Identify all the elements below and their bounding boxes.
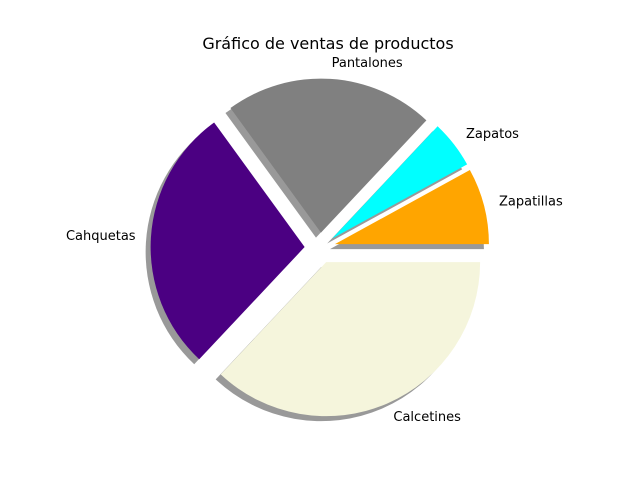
slice-pantalones bbox=[230, 78, 427, 233]
slice-zapatillas bbox=[334, 169, 489, 245]
slice-label-zapatos: Zapatos bbox=[466, 127, 519, 142]
slice-label-pantalones: Pantalones bbox=[332, 56, 403, 71]
slice-label-cahquetas: Cahquetas bbox=[66, 229, 136, 244]
slice-labels: Zapatillas Zapatos Pantalones Cahquetas Calc… bbox=[66, 56, 563, 425]
slice-zapatos bbox=[332, 126, 468, 239]
slice-calcetines bbox=[220, 262, 481, 417]
slice-cahquetas bbox=[150, 122, 305, 360]
slice-label-calcetines: Calcetines bbox=[393, 410, 461, 425]
pie-slices bbox=[150, 78, 489, 417]
slice-label-zapatillas: Zapatillas bbox=[499, 195, 563, 210]
chart-title: Gráfico de ventas de productos bbox=[202, 34, 453, 53]
